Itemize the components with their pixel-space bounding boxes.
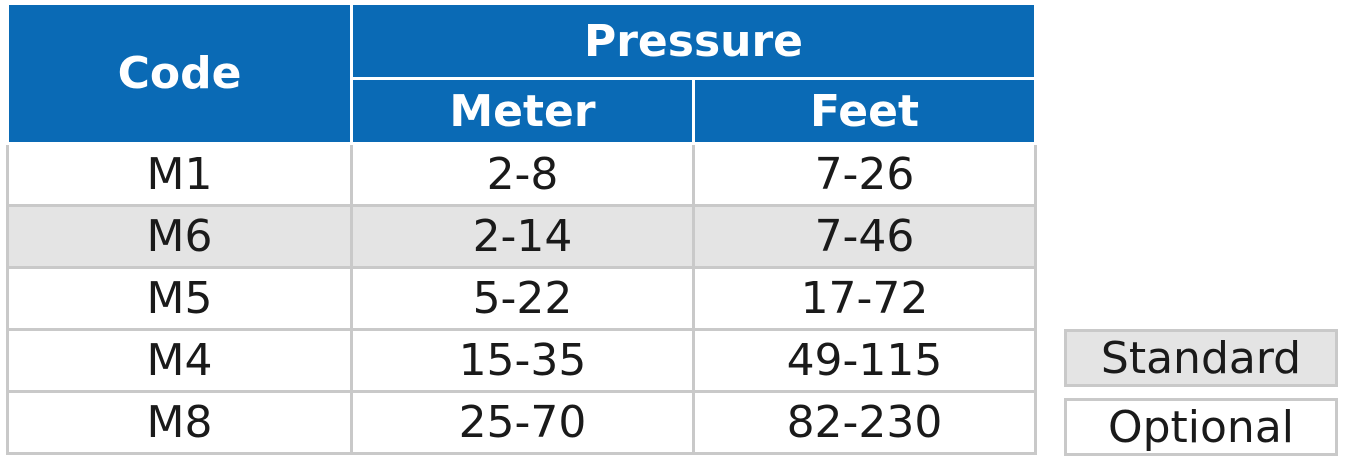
meter-cell: 25-70 [350, 390, 695, 455]
feet-cell: 7-46 [692, 204, 1037, 269]
code-cell: M4 [6, 328, 353, 393]
meter-cell: 15-35 [350, 328, 695, 393]
meter-cell: 2-14 [350, 204, 695, 269]
code-cell: M1 [6, 142, 353, 207]
table-row: M8 25-70 82-230 [6, 390, 1037, 455]
meter-cell: 2-8 [350, 142, 695, 207]
code-cell: M6 [6, 204, 353, 269]
meter-header: Meter [350, 77, 695, 145]
feet-cell: 49-115 [692, 328, 1037, 393]
pressure-table: Code Pressure Meter Feet M1 2-8 7-26 M6 … [6, 2, 1037, 455]
code-header: Code [6, 2, 353, 145]
table-row: M5 5-22 17-72 [6, 266, 1037, 331]
feet-header: Feet [692, 77, 1037, 145]
feet-cell: 7-26 [692, 142, 1037, 207]
feet-cell: 17-72 [692, 266, 1037, 331]
table-row: M4 15-35 49-115 [6, 328, 1037, 393]
pressure-header: Pressure [350, 2, 1037, 80]
code-cell: M8 [6, 390, 353, 455]
table-row: M1 2-8 7-26 [6, 142, 1037, 207]
feet-cell: 82-230 [692, 390, 1037, 455]
meter-cell: 5-22 [350, 266, 695, 331]
table-row: M6 2-14 7-46 [6, 204, 1037, 269]
legend-optional: Optional [1064, 398, 1338, 456]
code-cell: M5 [6, 266, 353, 331]
legend-standard: Standard [1064, 329, 1338, 387]
